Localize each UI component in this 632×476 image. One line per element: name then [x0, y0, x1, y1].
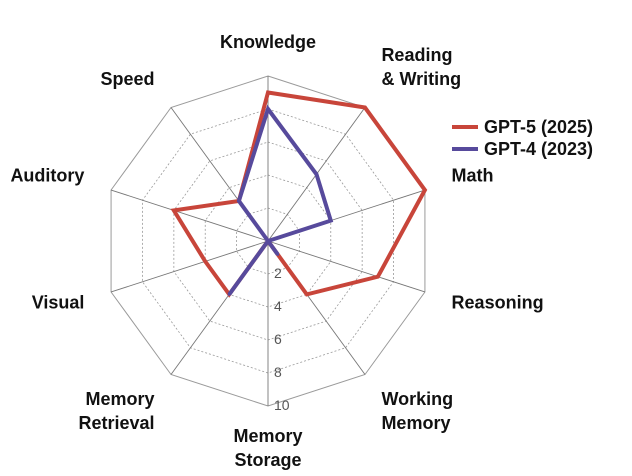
axis-label-math: Math: [452, 165, 494, 185]
legend: GPT-5 (2025)GPT-4 (2023): [452, 117, 593, 159]
point-gpt-4-2023-reading-writing: [314, 172, 318, 176]
axis-label-working-memory: Working Memory: [381, 389, 453, 433]
axis-label-knowledge: Knowledge: [220, 32, 316, 52]
axis-label-memory-retrieval: Memory Retrieval: [79, 389, 155, 433]
point-gpt-5-2025-reasoning: [376, 275, 380, 279]
point-gpt-5-2025-reading-writing: [363, 106, 367, 110]
point-gpt-5-2025-math: [423, 188, 427, 192]
point-gpt-4-2023-knowledge: [266, 107, 270, 111]
series-line-gpt-5-2025: [170, 90, 428, 298]
series-group: [170, 90, 428, 298]
legend-label-gpt-4-2023: GPT-4 (2023): [484, 139, 593, 159]
series-line-gpt-4-2023: [227, 104, 334, 296]
point-gpt-5-2025-working-memory: [305, 292, 309, 296]
spoke-reasoning: [267, 240, 426, 293]
axis-label-visual: Visual: [32, 293, 85, 313]
point-gpt-4-2023-speed: [237, 199, 241, 203]
axis-label-auditory: Auditory: [10, 165, 84, 185]
spoke-auditory: [110, 189, 269, 242]
point-gpt-5-2025-auditory: [172, 208, 176, 212]
axis-label-speed: Speed: [101, 69, 155, 89]
point-gpt-5-2025-knowledge: [266, 91, 270, 94]
point-gpt-4-2023-math: [329, 219, 333, 223]
tick-label-10: 10: [274, 397, 290, 413]
spoke-visual: [110, 240, 269, 293]
point-gpt-4-2023-auditory: [266, 239, 270, 243]
tick-labels: 2 4 6 8 10: [274, 265, 290, 413]
tick-label-4: 4: [274, 298, 282, 314]
axis-label-reading-writing: Reading & Writing: [381, 45, 461, 89]
point-gpt-4-2023-memory-retrieval: [227, 292, 231, 296]
point-gpt-4-2023-working-memory: [276, 252, 280, 256]
axis-labels: Knowledge Reading & Writing Math Reasoning Wo…: [10, 32, 543, 470]
point-gpt-5-2025-visual: [203, 259, 207, 263]
tick-label-2: 2: [274, 265, 282, 281]
legend-label-gpt-5-2025: GPT-5 (2025): [484, 117, 593, 137]
axis-label-reasoning: Reasoning: [452, 293, 544, 313]
tick-label-6: 6: [274, 331, 282, 347]
tick-label-8: 8: [274, 364, 282, 380]
axis-label-memory-storage: Memory Storage: [233, 426, 302, 470]
